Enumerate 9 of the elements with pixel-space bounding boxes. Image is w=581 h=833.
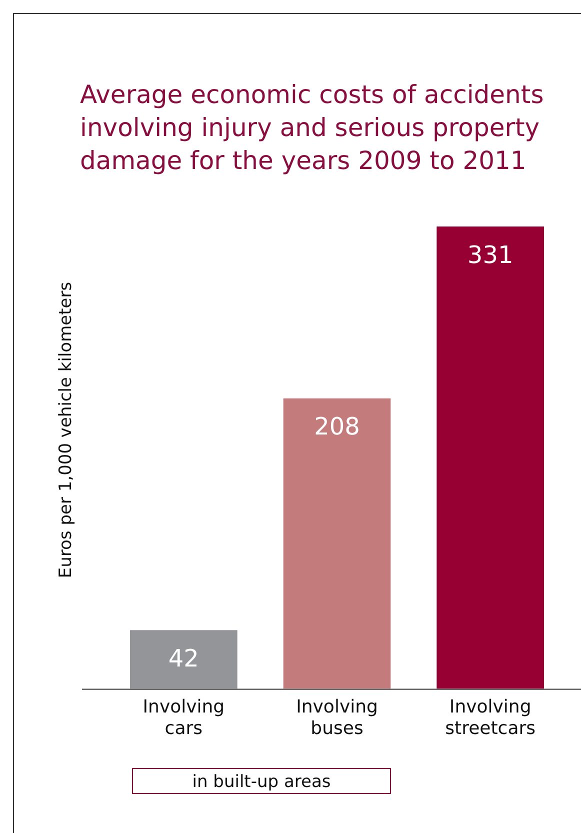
x-tick-label: Involving streetcars [445,696,536,739]
text: in built-up areas [132,768,391,794]
data-label: 208 [314,412,360,441]
chart-title: Average economic costs of accidents involving injury and serious property damage for the years 2009 to 2011 [80,79,545,177]
x-tick-label: Involving cars [142,696,225,739]
x-tick-label: Involving buses [296,696,378,739]
data-label: 42 [168,644,199,672]
y-axis-title: Euros per 1,000 vehicle kilometers [56,282,76,578]
data-label: 331 [467,240,514,269]
